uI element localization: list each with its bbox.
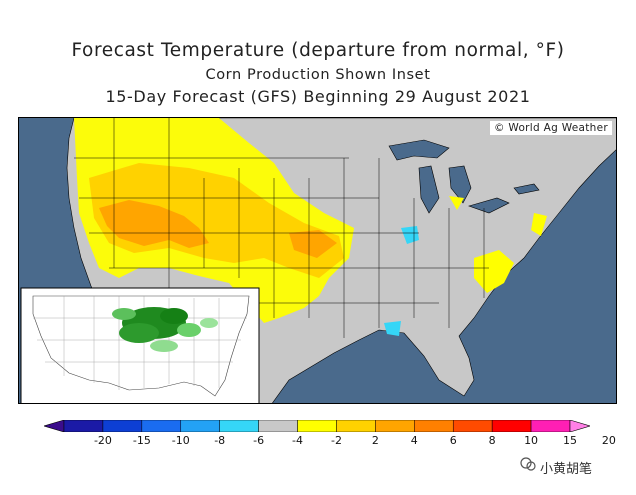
legend-tick-label: -8 [214,434,226,447]
legend-swatch [452,420,493,432]
legend-swatch [375,420,415,432]
forecast-period: 15-Day Forecast (GFS) Beginning 29 Augus… [105,87,531,106]
legend-tick-label: 2 [371,434,379,447]
legend-tick-label: 6 [449,434,457,447]
legend-swatch [336,420,376,432]
legend-tick-label: -15 [132,434,151,447]
state-borders [74,118,489,338]
legend-swatch [414,420,454,432]
map-canvas [19,118,616,403]
legend-tick-label: 20 [601,434,616,447]
corn-density [112,307,218,352]
legend-tick-label: 4 [410,434,418,447]
watermark: 小黄胡笔 [540,462,593,477]
cool-anomaly-2f [384,226,419,336]
legend-swatch [530,420,571,432]
great-lakes [388,139,540,214]
legend-swatch [141,420,182,432]
warm-anomaly-2f-east [449,196,547,293]
warm-anomaly-4f [89,163,344,278]
legend-swatch [63,420,104,432]
legend-tick-label: -2 [330,434,342,447]
corn-inset [20,287,260,403]
legend-swatch [219,420,259,432]
warm-anomaly-6f [99,200,337,258]
legend-arrow-low [44,420,65,432]
legend-swatch [102,420,143,432]
legend-swatch [180,420,220,432]
legend-tick-label: 15 [563,434,577,447]
legend-tick-label: 8 [488,434,496,447]
chart-subtitle: Corn Production Shown Inset [205,67,431,83]
chart-title: Forecast Temperature (departure from nor… [71,40,565,61]
legend-tick-label: -10 [171,434,190,447]
legend-swatch [297,420,337,432]
legend-tick-label: -20 [93,434,112,447]
legend-swatch [491,420,532,432]
wechat-icon [520,457,536,471]
legend-swatch [258,420,298,432]
legend-tick-label: 10 [524,434,539,447]
legend-arrow-high [569,420,590,432]
inset-us-outline [32,295,250,397]
map-credit: © World Ag Weather [489,121,612,135]
forecast-map: © World Ag Weather [18,117,617,404]
legend-colorbar [44,420,590,432]
legend-tick-label: -6 [253,434,265,447]
legend-tick-label: -4 [292,434,304,447]
